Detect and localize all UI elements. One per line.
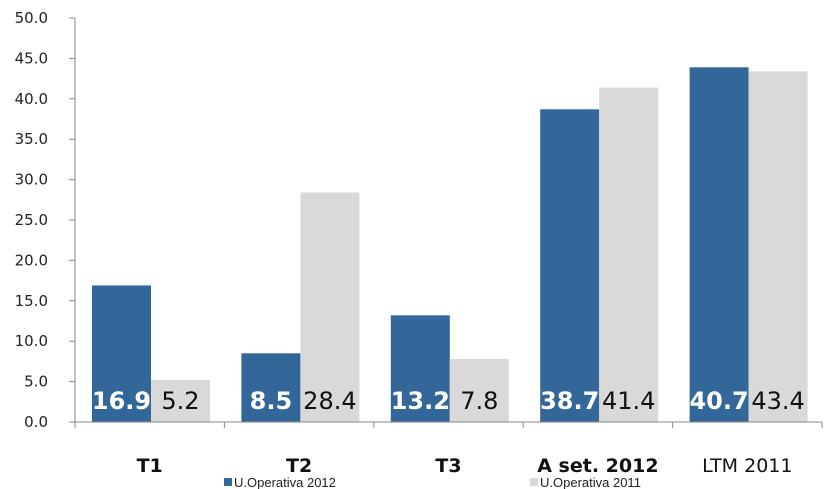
bar-2011 [449, 358, 509, 422]
y-axis-ticks: 0.0 5.0 10.0 15.0 20.0 25.0 30.0 35.0 40.0 45.0 50… [15, 9, 48, 431]
bar-2011 [151, 379, 210, 422]
value-label-2011: 28.4 [303, 387, 356, 415]
value-label-2012: 13.2 [391, 387, 450, 415]
y-tick-label: 30.0 [15, 171, 48, 189]
bars [92, 67, 808, 423]
value-label-2012: 16.9 [92, 387, 151, 415]
value-labels: 16.9 5.2 8.5 28.4 13.2 7.8 38.7 41.4 40.7 43.4 [92, 387, 805, 415]
bar-2012 [540, 109, 600, 422]
bar-2012 [241, 353, 301, 422]
value-label-2011: 43.4 [751, 387, 804, 415]
value-label-2012: 8.5 [250, 387, 293, 415]
category-labels: T1 T2 T3 A set. 2012 LTM 2011 [137, 455, 793, 477]
y-tick-label: 5.0 [24, 373, 48, 391]
y-tick-label: 35.0 [15, 130, 48, 148]
value-label-2011: 7.8 [460, 387, 498, 415]
y-tick-label: 0.0 [24, 413, 48, 431]
axes [69, 17, 823, 428]
bar-2012 [390, 315, 450, 422]
category-label: A set. 2012 [537, 455, 658, 477]
legend-swatch [530, 478, 538, 486]
legend: U.Operativa 2012 U.Operativa 2011 [224, 475, 641, 489]
bar-2011 [748, 71, 808, 422]
y-tick-label: 15.0 [15, 292, 48, 310]
category-label: T3 [435, 455, 461, 477]
legend-swatch [224, 478, 232, 486]
legend-label: U.Operativa 2011 [540, 475, 641, 489]
category-label: T2 [286, 455, 312, 477]
category-label: LTM 2011 [702, 455, 792, 477]
y-tick-label: 50.0 [15, 9, 48, 27]
value-label-2011: 5.2 [161, 387, 199, 415]
bar-2011 [300, 192, 360, 422]
bar-2011 [599, 87, 659, 422]
category-label: T1 [137, 455, 163, 477]
y-tick-label: 45.0 [15, 49, 48, 67]
bar-2012 [689, 67, 749, 423]
y-tick-label: 10.0 [15, 332, 48, 350]
y-tick-label: 20.0 [15, 251, 48, 269]
y-tick-label: 40.0 [15, 90, 48, 108]
value-label-2012: 38.7 [540, 387, 599, 415]
value-label-2012: 40.7 [689, 387, 748, 415]
y-tick-label: 25.0 [15, 211, 48, 229]
legend-label: U.Operativa 2012 [234, 475, 336, 489]
value-label-2011: 41.4 [602, 387, 655, 415]
bar-2012 [92, 285, 151, 422]
